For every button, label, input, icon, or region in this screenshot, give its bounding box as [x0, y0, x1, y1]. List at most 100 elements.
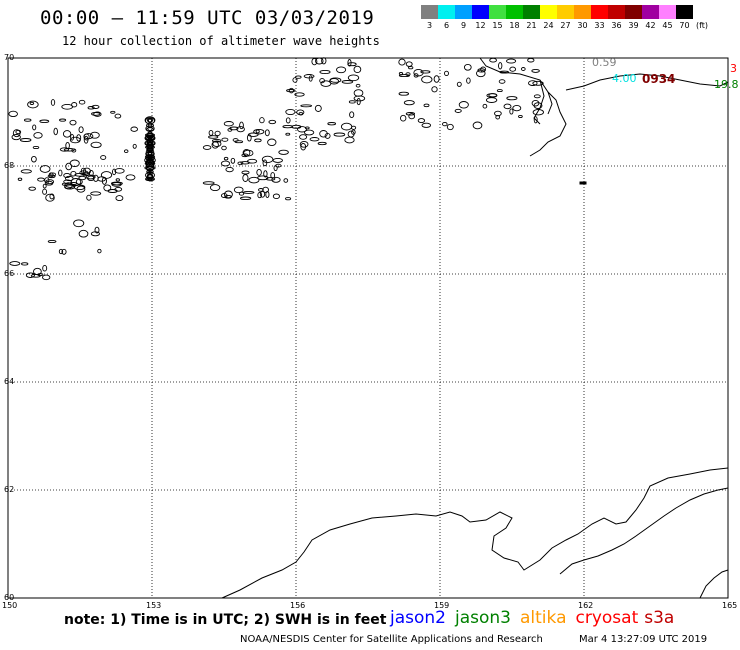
lake-outline: [223, 121, 234, 127]
lake-outline: [531, 68, 540, 73]
lake-outline: [111, 182, 122, 187]
lake-outline: [309, 137, 320, 142]
legend-entry: 27: [557, 5, 574, 30]
lake-outline: [356, 98, 361, 106]
altimeter-track-value: 19.8: [714, 78, 739, 91]
lake-outline: [241, 170, 250, 175]
lake-outline: [286, 89, 296, 93]
coastline-south: [221, 467, 729, 599]
lake-outline: [78, 229, 89, 238]
legend-swatch: [625, 5, 642, 19]
lake-outline: [353, 95, 366, 102]
lake-outline: [333, 132, 346, 137]
lake-outline: [258, 188, 264, 192]
latitude-label: 68: [4, 161, 15, 170]
lake-outline: [47, 174, 56, 179]
lake-outline: [83, 135, 89, 144]
lake-outline: [283, 178, 289, 183]
lake-outline: [147, 173, 153, 181]
lake-outline: [336, 66, 347, 74]
lake-outlines: [8, 57, 544, 281]
lake-outline: [100, 155, 107, 160]
legend-swatch: [438, 5, 455, 19]
lake-outline: [233, 186, 244, 194]
lake-outline: [246, 134, 252, 142]
lake-outline: [89, 131, 100, 139]
lake-outline: [59, 118, 67, 122]
lake-outline: [103, 184, 112, 192]
legend-label: 18: [509, 21, 520, 30]
lake-outline: [292, 77, 298, 83]
lake-outline: [259, 117, 265, 124]
lake-outline: [273, 165, 278, 172]
legend-label: 70: [679, 21, 690, 30]
lake-outline: [93, 111, 102, 117]
lake-outline: [308, 75, 313, 82]
latitude-label: 70: [4, 53, 15, 62]
legend-entry: 70: [676, 5, 693, 30]
lake-outline: [145, 152, 155, 156]
lake-outline: [23, 118, 32, 122]
lake-outline: [267, 138, 277, 147]
lake-outline: [146, 117, 154, 123]
lake-outline: [90, 141, 102, 149]
lake-outline: [78, 126, 84, 134]
lake-outline: [285, 197, 292, 201]
lake-outline: [17, 177, 23, 181]
lake-outline: [144, 165, 156, 170]
lake-outline: [237, 161, 244, 166]
lake-outline: [498, 62, 503, 70]
lake-outline: [61, 103, 74, 110]
longitude-label: 162: [578, 601, 594, 610]
lake-outline: [42, 183, 47, 189]
lake-outline: [239, 121, 244, 130]
lake-outline: [63, 148, 75, 152]
lake-outline: [114, 168, 125, 174]
lake-outline: [496, 89, 503, 93]
map-title: 00:00 – 11:59 UTC 03/03/2019: [40, 7, 375, 29]
lake-outline: [499, 70, 510, 74]
lake-outline: [353, 65, 362, 74]
longitude-label: 150: [2, 601, 18, 610]
latitude-label: 64: [4, 377, 15, 386]
map-subtitle: 12 hour collection of altimeter wave hei…: [62, 34, 380, 48]
lake-outline: [405, 61, 413, 67]
lake-outline: [19, 138, 32, 142]
lake-outline: [78, 175, 87, 181]
legend-label: 39: [628, 21, 639, 30]
lake-outline: [90, 191, 102, 196]
lake-outline: [533, 94, 541, 99]
lake-outline: [444, 70, 449, 77]
lake-outline: [295, 75, 302, 79]
lake-outline: [347, 74, 360, 82]
lake-outline: [285, 108, 296, 116]
lake-outline: [417, 118, 426, 124]
legend-swatch: [676, 5, 693, 19]
lake-outline: [8, 110, 18, 118]
lake-outline: [288, 87, 294, 94]
lake-outline: [94, 226, 100, 234]
satellite-altika: altika: [520, 608, 567, 628]
lake-outline: [227, 128, 233, 132]
lake-outline: [262, 186, 269, 193]
lake-outline: [317, 141, 327, 146]
lake-outline: [321, 57, 327, 65]
lake-outline: [294, 92, 305, 97]
lake-outline: [403, 100, 415, 106]
legend-entry: 6: [438, 5, 455, 30]
lake-outline: [433, 75, 440, 83]
legend-swatch: [591, 5, 608, 19]
lake-outline: [69, 136, 81, 144]
legend-entry: 45: [659, 5, 676, 30]
legend-swatch: [540, 5, 557, 19]
lake-outline: [298, 112, 304, 116]
lake-outline: [114, 186, 123, 192]
lake-outline: [42, 188, 48, 195]
lake-outline: [297, 126, 307, 133]
legend-label: 33: [594, 21, 605, 30]
lake-outline: [27, 100, 39, 109]
latitude-label: 66: [4, 269, 15, 278]
lake-outline: [259, 190, 266, 198]
satellite-cryosat: cryosat: [575, 608, 639, 628]
lake-outline: [327, 122, 337, 126]
